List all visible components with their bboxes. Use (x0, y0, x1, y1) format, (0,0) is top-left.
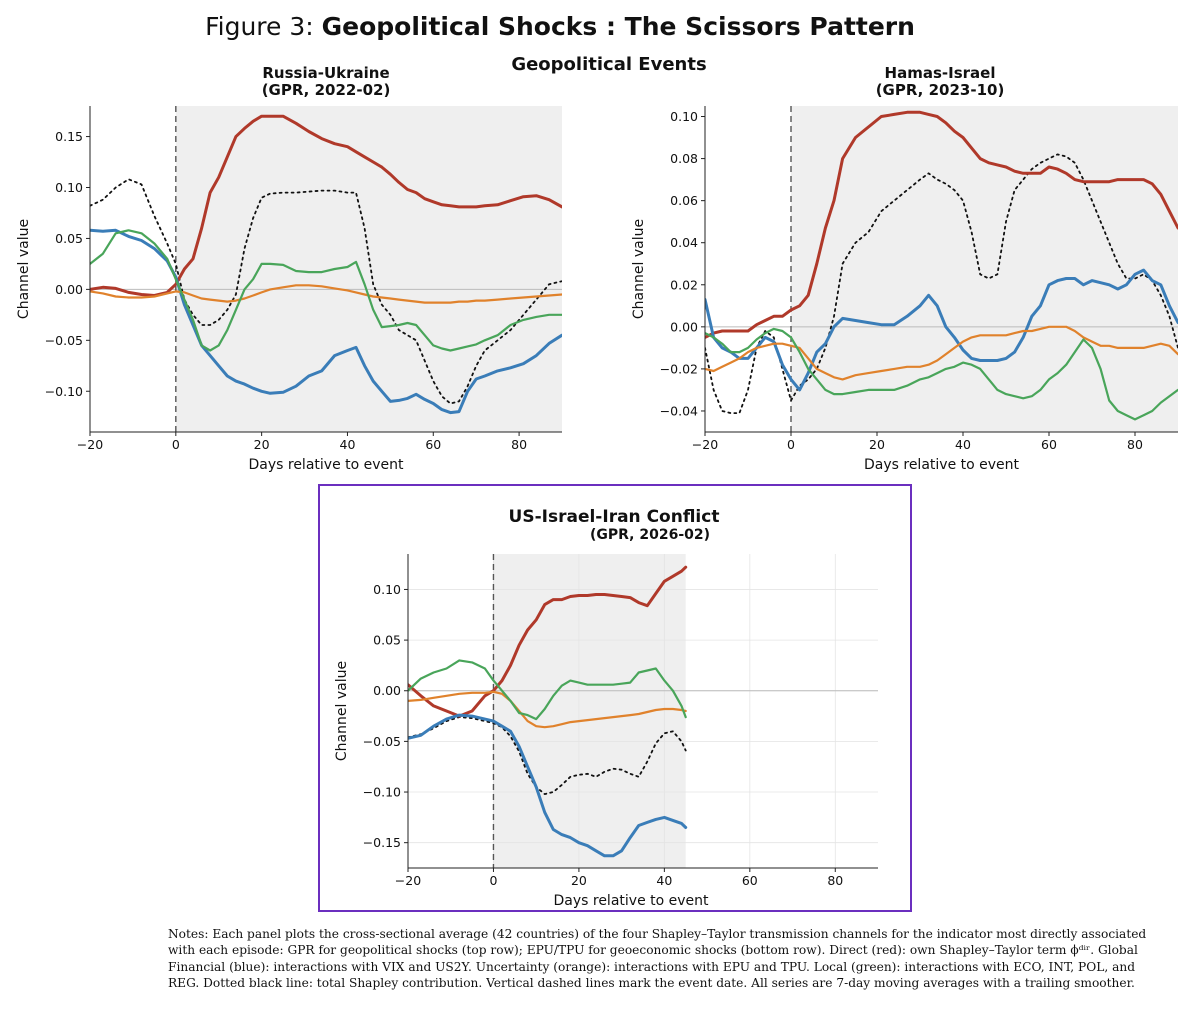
y-tick-label: 0.10 (55, 180, 83, 195)
y-tick-label: 0.05 (373, 633, 401, 648)
x-tick-label: 0 (172, 437, 180, 452)
figure-title-main: Geopolitical Shocks : The Scissors Patte… (321, 12, 915, 41)
x-tick-label: 80 (1127, 437, 1143, 452)
x-axis-label: Days relative to event (553, 893, 709, 909)
series-line-direct (705, 110, 1178, 339)
x-tick-label: 20 (869, 437, 885, 452)
x-tick-label: 60 (742, 873, 758, 888)
shaded-region (791, 106, 1178, 432)
y-tick-label: 0.08 (670, 151, 698, 166)
chart-panel-3: US-Israel-Iran Conflict(GPR, 2026-02) −20… (334, 507, 878, 909)
chart-panel-2: Hamas-Israel(GPR, 2023-10) −20 0 20 40 60 80 −0… (631, 64, 1178, 473)
y-tick-label: −0.02 (660, 361, 698, 376)
series-line-global_financial (408, 713, 688, 858)
chart-title: Russia-Ukraine (262, 64, 389, 82)
series-line-uncertainty (408, 690, 687, 729)
highlight-frame (318, 484, 912, 912)
figure-title-prefix: Figure 3: (205, 12, 322, 41)
series-line-uncertainty (705, 325, 1178, 381)
shaded-region (493, 554, 686, 868)
series-line-local (408, 659, 687, 721)
series-line-total (705, 153, 1178, 414)
y-tick-label: 0.00 (670, 319, 698, 334)
y-tick-label: −0.04 (660, 403, 698, 418)
y-tick-label: −0.05 (45, 333, 83, 348)
chart-panel-1: Russia-Ukraine(GPR, 2022-02) −20 0 20 40 60 80… (16, 64, 562, 473)
x-axis-label: Days relative to event (248, 457, 404, 473)
series-line-local (705, 327, 1178, 421)
x-tick-label: 0 (787, 437, 795, 452)
chart-subtitle: (GPR, 2022-02) (262, 81, 391, 99)
series-group (90, 114, 562, 415)
y-tick-label: 0.04 (670, 235, 698, 250)
figure-title: Figure 3: Geopolitical Shocks : The Scis… (0, 12, 1120, 41)
x-tick-label: 60 (1041, 437, 1057, 452)
x-tick-label: −20 (692, 437, 718, 452)
x-tick-label: 80 (827, 873, 843, 888)
shaded-region (175, 106, 562, 432)
series-line-direct (90, 114, 562, 297)
x-tick-label: 20 (571, 873, 587, 888)
x-tick-label: 40 (656, 873, 672, 888)
section-title: Geopolitical Events (511, 54, 707, 75)
y-tick-label: 0.00 (373, 683, 401, 698)
series-line-direct (408, 565, 688, 718)
series-line-total (408, 716, 687, 795)
y-tick-label: 0.10 (670, 109, 698, 124)
series-line-global_financial (705, 268, 1178, 392)
x-tick-label: −20 (395, 873, 421, 888)
y-tick-label: 0.06 (670, 193, 698, 208)
series-line-local (90, 229, 562, 352)
x-tick-label: 60 (425, 437, 441, 452)
x-tick-label: 40 (955, 437, 971, 452)
y-tick-label: 0.05 (55, 231, 83, 246)
y-tick-label: −0.05 (363, 734, 401, 749)
chart-title: Hamas-Israel (885, 64, 996, 82)
y-tick-label: 0.00 (55, 282, 83, 297)
y-tick-label: 0.15 (55, 129, 83, 144)
series-group (408, 565, 688, 858)
chart-subtitle: (GPR, 2023-10) (876, 81, 1005, 99)
series-group (705, 110, 1178, 421)
y-tick-label: −0.10 (45, 384, 83, 399)
series-line-total (90, 178, 562, 405)
y-tick-label: 0.02 (670, 277, 698, 292)
x-axis-label: Days relative to event (864, 457, 1020, 473)
chart-subtitle: (GPR, 2026-02) (590, 527, 710, 543)
y-axis-label: Channel value (334, 661, 350, 761)
y-tick-label: −0.15 (363, 835, 401, 850)
x-tick-label: −20 (77, 437, 103, 452)
x-tick-label: 0 (489, 873, 497, 888)
x-tick-label: 40 (340, 437, 356, 452)
y-tick-label: 0.10 (373, 582, 401, 597)
y-axis-label: Channel value (16, 219, 32, 319)
chart-title: US-Israel-Iran Conflict (509, 507, 720, 527)
y-axis-label: Channel value (631, 219, 647, 319)
y-tick-label: −0.10 (363, 785, 401, 800)
figure-notes: Notes: Each panel plots the cross-sectio… (168, 927, 1147, 990)
x-tick-label: 20 (254, 437, 270, 452)
x-tick-label: 80 (511, 437, 527, 452)
